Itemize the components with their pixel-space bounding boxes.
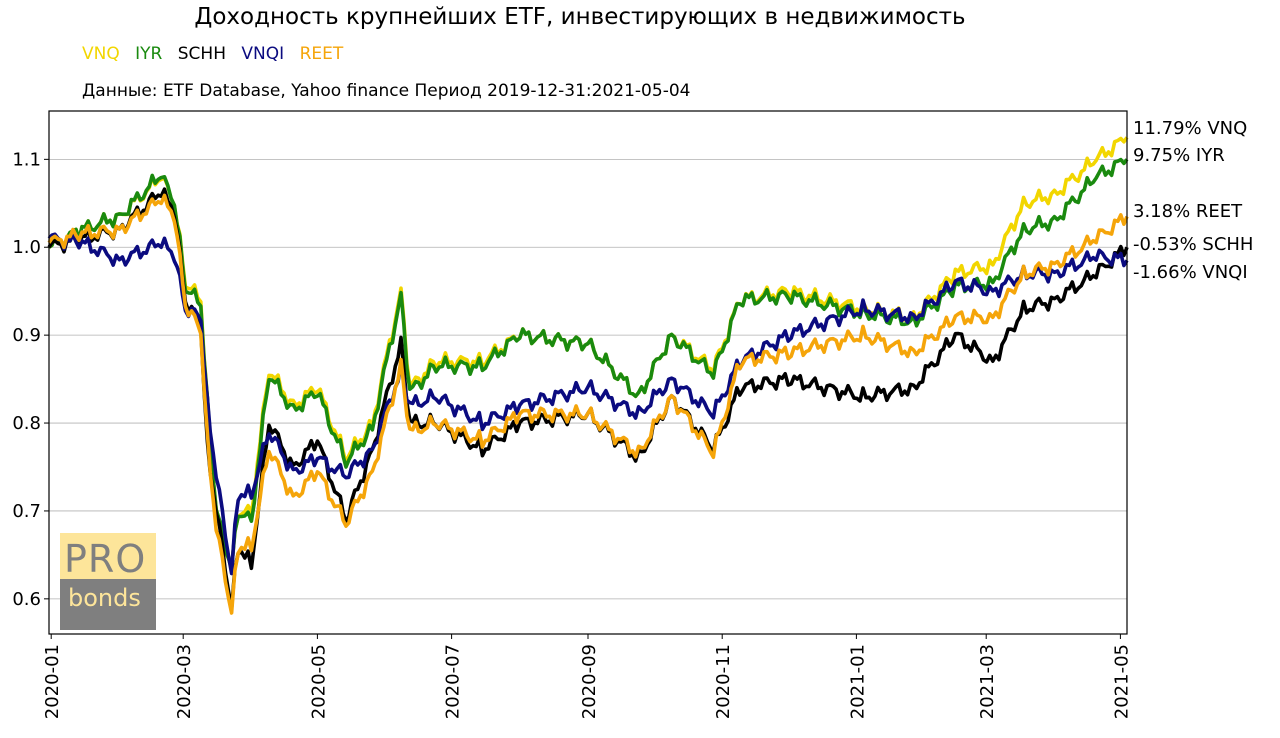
- x-tick-label: 2020-01: [42, 644, 63, 719]
- y-tick-label: 0.7: [12, 501, 41, 522]
- x-tick-label: 2020-05: [308, 644, 329, 719]
- x-axis: 2020-01 2020-03 2020-05 2020-07 2020-09 2020-…: [42, 634, 1132, 719]
- series-line-schh: [47, 187, 1129, 611]
- y-axis: 0.6 0.7 0.8 0.9 1.0 1.1: [12, 149, 49, 610]
- end-label: 11.79% VNQ: [1133, 118, 1247, 139]
- y-tick-label: 1.1: [12, 149, 41, 170]
- legend-entry-schh: SCHH: [177, 44, 226, 64]
- series-line-vnq: [48, 136, 1129, 571]
- chart-subtitle: Данные: ETF Database, Yahoo finance Пери…: [82, 81, 691, 101]
- end-label: -0.53% SCHH: [1133, 234, 1253, 255]
- x-tick-label: 2020-09: [579, 644, 600, 719]
- x-tick-label: 2020-03: [174, 644, 195, 719]
- y-tick-label: 0.9: [12, 325, 41, 346]
- x-tick-label: 2021-01: [847, 644, 868, 719]
- legend: VNQ IYR SCHH VNQI REET: [82, 44, 353, 64]
- legend-entry-vnqi: VNQI: [241, 44, 285, 64]
- x-tick-label: 2021-03: [977, 644, 998, 719]
- series-lines: [47, 136, 1129, 615]
- end-label: -1.66% VNQI: [1133, 262, 1248, 283]
- y-tick-label: 0.6: [12, 589, 41, 610]
- x-tick-label: 2020-07: [443, 644, 464, 719]
- y-tick-label: 0.8: [12, 413, 41, 434]
- legend-entry-reet: REET: [299, 44, 344, 64]
- plot-frame: [48, 110, 1128, 635]
- end-label: 9.75% IYR: [1133, 145, 1225, 166]
- probonds-logo: PRO bonds: [60, 533, 156, 630]
- series-line-reet: [47, 193, 1129, 615]
- legend-entry-vnq: VNQ: [82, 44, 120, 64]
- chart-title: Доходность крупнейших ETF, инвестирующих…: [194, 4, 966, 30]
- end-label: 3.18% REET: [1133, 201, 1243, 222]
- series-line-vnqi: [47, 232, 1129, 576]
- logo-pro-text: PRO: [64, 537, 147, 581]
- legend-entry-iyr: IYR: [135, 44, 163, 64]
- x-tick-label: 2020-11: [713, 644, 734, 719]
- logo-bonds-text: bonds: [68, 584, 141, 612]
- x-tick-label: 2021-05: [1111, 644, 1132, 719]
- y-tick-label: 1.0: [12, 237, 41, 258]
- end-labels: 11.79% VNQ 9.75% IYR 3.18% REET -0.53% SCHH…: [1133, 118, 1253, 283]
- series-line-iyr: [48, 157, 1129, 571]
- grid-lines: [49, 158, 1127, 600]
